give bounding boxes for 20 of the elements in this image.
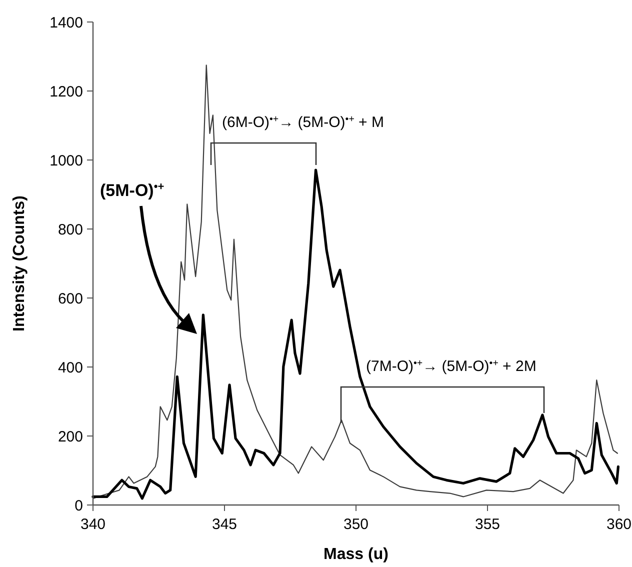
y-tick-label: 600 — [58, 290, 83, 308]
x-tick-label: 350 — [343, 516, 369, 533]
line-series — [92, 64, 618, 499]
y-axis-title: Intensity (Counts) — [11, 196, 28, 332]
x-tick-label: 345 — [212, 516, 238, 533]
x-tick-label: 360 — [606, 516, 632, 533]
line-series — [92, 168, 620, 500]
y-tick-label: 400 — [58, 359, 83, 376]
annotation: (5M-O)$^{•+}$ — [100, 181, 164, 200]
x-axis-title: Mass (u) — [324, 546, 388, 563]
y-tick-label: 800 — [58, 221, 83, 238]
y-tick-label: 0 — [74, 497, 83, 514]
y-tick-label: 1200 — [50, 83, 83, 100]
y-tick-label: 200 — [58, 428, 83, 446]
y-tick-label: 1400 — [50, 14, 83, 32]
annotation: (6M-O)$^{•+}$→ (5M-O)$^{•+}$ + M — [222, 114, 384, 131]
annotation: (7M-O)$^{•+}$→ (5M-O)$^{•+}$ + 2M — [366, 358, 536, 375]
x-tick-label: 340 — [80, 516, 106, 533]
y-tick-label: 1000 — [50, 152, 83, 170]
x-tick-label: 355 — [474, 516, 500, 533]
